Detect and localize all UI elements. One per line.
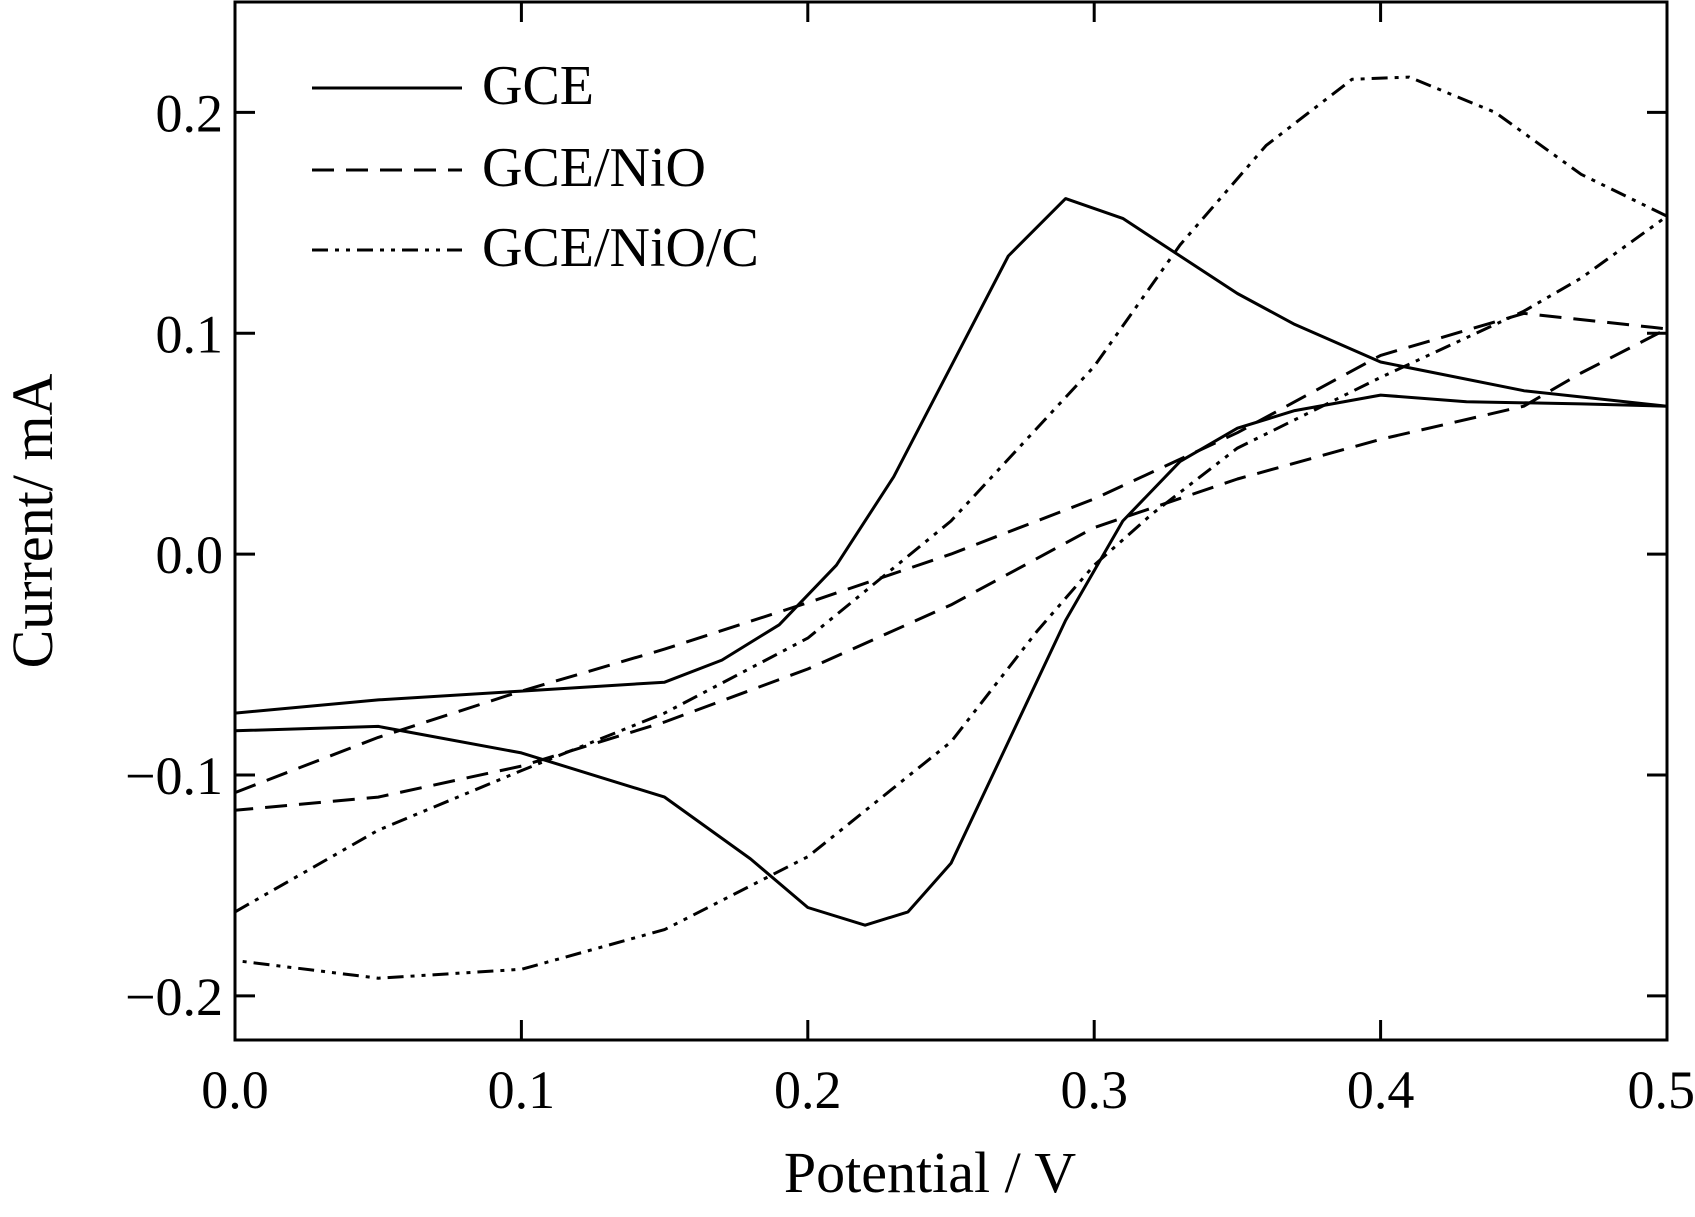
- x-tick-label: 0.1: [488, 1060, 556, 1120]
- x-tick-label: 0.3: [1060, 1060, 1128, 1120]
- series-line-2: [235, 313, 1667, 810]
- legend-label-1: GCE: [482, 55, 594, 117]
- x-tick-label: 0.4: [1347, 1060, 1415, 1120]
- y-tick-label: 0.2: [156, 83, 224, 143]
- x-tick-label: 0.5: [1628, 1060, 1695, 1120]
- y-tick-label: 0.1: [156, 304, 224, 364]
- legend-label-3: GCE/NiO/C: [482, 217, 759, 279]
- y-tick-label: −0.2: [125, 967, 223, 1027]
- legend-label-2: GCE/NiO: [482, 137, 706, 199]
- x-tick-label: 0.2: [774, 1060, 842, 1120]
- x-tick-label: 0.0: [201, 1060, 269, 1120]
- series-line-3: [235, 77, 1667, 978]
- legend: GCE GCE/NiO GCE/NiO/C: [312, 55, 759, 279]
- y-tick-label: 0.0: [156, 525, 224, 585]
- y-tick-label: −0.1: [125, 746, 223, 806]
- series-layer: [235, 77, 1667, 978]
- series-line-1: [235, 199, 1667, 926]
- y-axis-title: Current/ mA: [0, 373, 65, 668]
- x-axis-title: Potential / V: [784, 1140, 1076, 1205]
